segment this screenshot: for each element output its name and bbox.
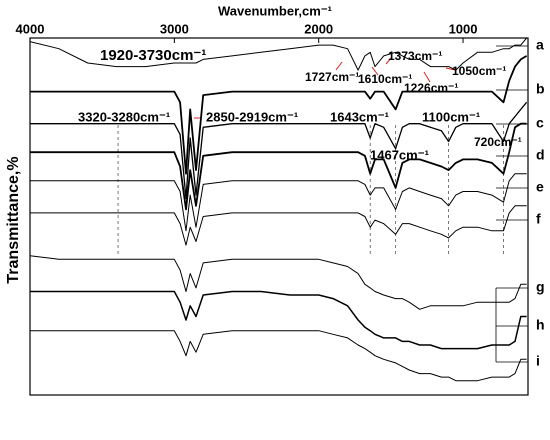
annotation: 3320-3280cm⁻¹ xyxy=(78,109,170,124)
series-label: c xyxy=(536,115,544,131)
x-tick-label: 4000 xyxy=(16,21,45,36)
series-label: g xyxy=(536,279,545,295)
annotation: 1373cm⁻¹ xyxy=(388,49,442,63)
plot-frame xyxy=(29,37,529,396)
arrows xyxy=(194,56,456,119)
annotation: 1226cm⁻¹ xyxy=(404,81,458,95)
annotation: 2850-2919cm⁻¹ xyxy=(206,109,298,124)
annotation: 1727cm⁻¹ xyxy=(305,70,359,84)
spectrum-line xyxy=(30,173,527,232)
series-label: b xyxy=(536,81,545,97)
arrow xyxy=(385,56,393,65)
series-label: d xyxy=(536,147,545,163)
series-label: e xyxy=(536,179,544,195)
x-tick-label: 1000 xyxy=(449,21,478,36)
annotation: 1050cm⁻¹ xyxy=(452,64,506,78)
x-tick-label: 3000 xyxy=(160,21,189,36)
spectrum-line xyxy=(29,37,527,71)
x-tick-label: 2000 xyxy=(304,21,333,36)
y-axis-label: Transmittance,% xyxy=(5,156,22,283)
x-axis-label: Wavenumber,cm⁻¹ xyxy=(218,3,332,18)
annotation: 1920-3730cm⁻¹ xyxy=(100,47,206,64)
spectrum-line xyxy=(30,205,527,246)
series-label: i xyxy=(536,353,540,369)
annotation: 720cm⁻¹ xyxy=(474,135,522,149)
arrow xyxy=(371,66,379,76)
annotation: 1610cm⁻¹ xyxy=(358,72,412,86)
arrow xyxy=(445,67,456,71)
spectrum-line xyxy=(30,290,527,350)
arrow xyxy=(423,71,431,83)
series-label: a xyxy=(536,37,544,53)
annotation: 1643cm⁻¹ xyxy=(330,109,389,124)
spectrum-line xyxy=(30,330,527,382)
series-label: h xyxy=(536,317,545,333)
series-label: f xyxy=(536,211,541,227)
arrow xyxy=(335,61,343,71)
spectrum-line xyxy=(30,55,528,175)
annotation: 1100cm⁻¹ xyxy=(422,109,480,124)
annotation: 1467cm⁻¹ xyxy=(370,147,429,162)
spectrum-line xyxy=(30,122,527,211)
spectrum-line xyxy=(29,255,527,310)
spectrum-line xyxy=(30,101,528,200)
